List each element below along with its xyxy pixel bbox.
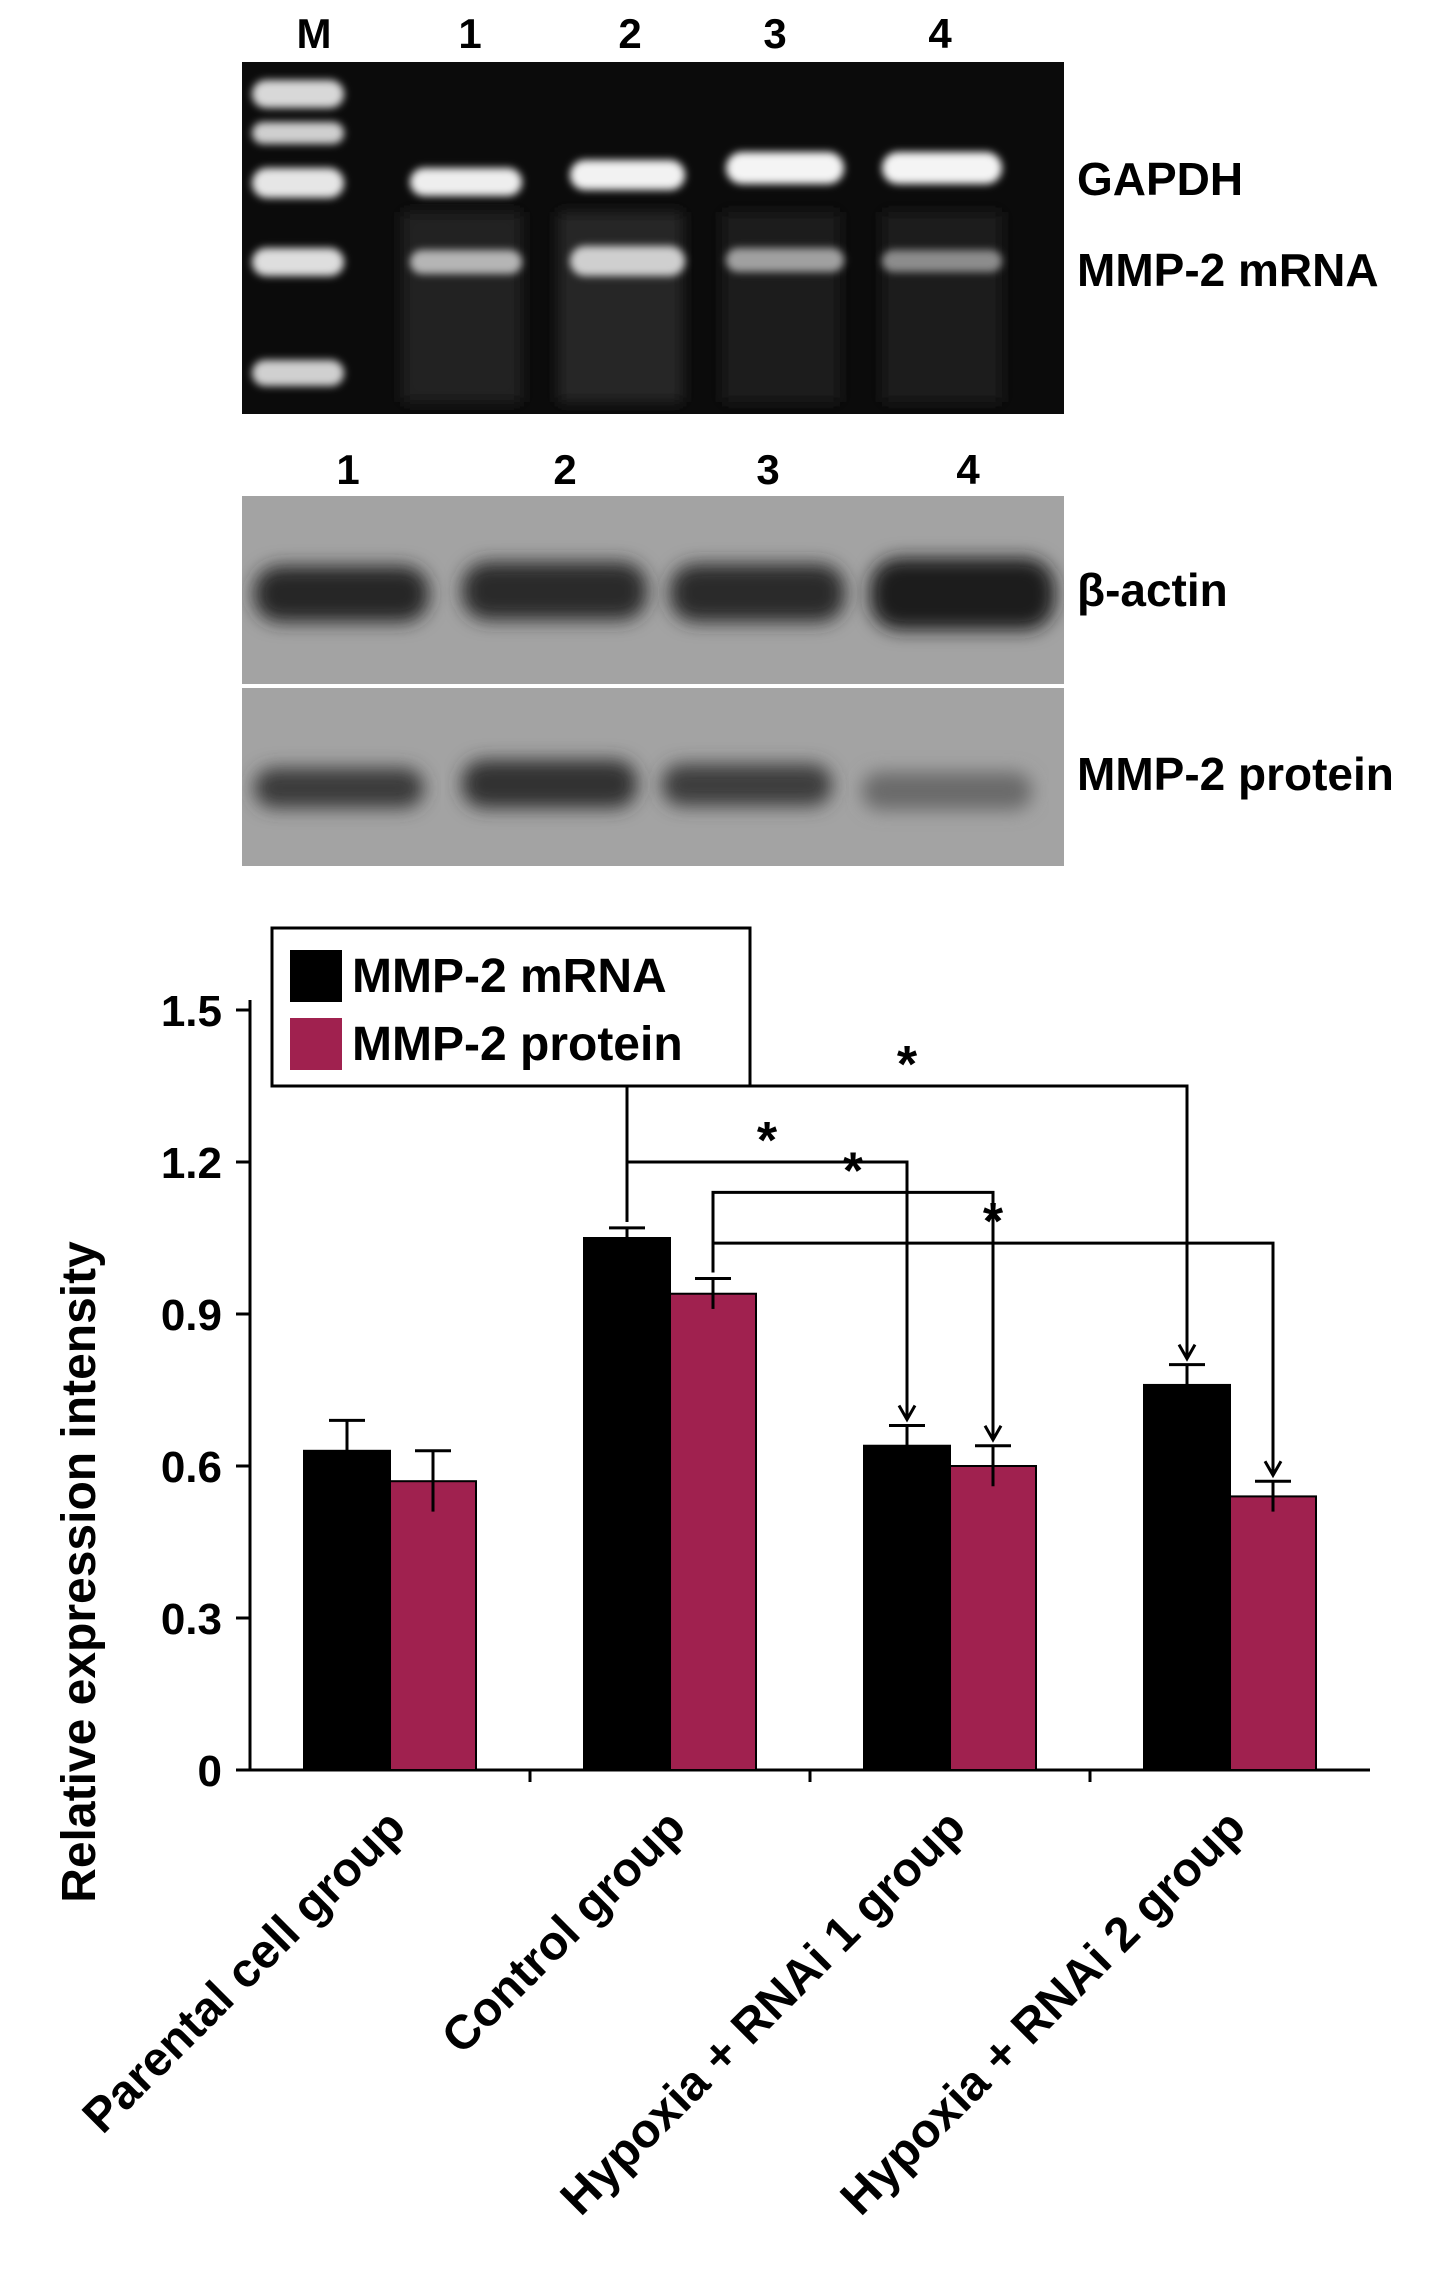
- mmp2-mrna-bands: [410, 246, 1002, 276]
- blot-label-mmp2-protein: MMP-2 protein: [1077, 748, 1394, 800]
- significance-arrow: [1263, 1460, 1283, 1479]
- y-tick-label: 1.2: [161, 1139, 222, 1188]
- bar-protein: [949, 1465, 1037, 1771]
- bar-protein: [389, 1480, 477, 1771]
- blot-lane-label-3: 3: [756, 446, 780, 493]
- plot-area: 0 0.3 0.6 0.9 1.2 1.5 Parental cell group Contr…: [73, 987, 1370, 2225]
- mmp2-protein-blot: [242, 688, 1064, 866]
- blot-lane-label-2: 2: [553, 446, 577, 493]
- significance-star: *: [983, 1193, 1004, 1251]
- legend-swatch-protein: [290, 1018, 342, 1070]
- bar-protein: [1229, 1495, 1317, 1772]
- legend-box: [270, 926, 752, 1088]
- legend-swatch-mrna: [290, 950, 342, 1002]
- blot-label-beta-actin: β-actin: [1077, 564, 1228, 616]
- significance-star: *: [897, 1036, 918, 1094]
- gapdh-bands: [410, 152, 1002, 196]
- gel-band-label-mmp2-mrna: MMP-2 mRNA: [1077, 244, 1379, 296]
- legend: MMP-2 mRNA MMP-2 protein: [270, 926, 752, 1088]
- western-blot-panel: 1 2 3 4 β-actin MMP-2 protein: [0, 420, 1441, 880]
- significance-bracket: [711, 1241, 1275, 1476]
- x-category-label: Parental cell group: [73, 1800, 416, 2143]
- y-tick-label: 0.6: [161, 1443, 222, 1492]
- bar-protein: [669, 1292, 757, 1771]
- significance-bracket: [711, 1190, 995, 1440]
- y-tick-label: 0.9: [161, 1291, 222, 1340]
- gel-panel: M 1 2 3 4: [0, 0, 1441, 420]
- gel-band-label-gapdh: GAPDH: [1077, 153, 1244, 205]
- bar-mrna: [863, 1444, 951, 1771]
- gel-bands: [252, 80, 1002, 402]
- bar-chart: MMP-2 mRNA MMP-2 protein Relative expres…: [53, 926, 1370, 2225]
- significance-star: *: [843, 1142, 864, 1200]
- y-axis-label: Relative expression intensity: [53, 1241, 106, 1903]
- significance-star: *: [757, 1112, 778, 1170]
- gel-lane-label-4: 4: [928, 10, 952, 57]
- gel-lane-label-2: 2: [618, 10, 642, 57]
- x-category-label: Control group: [432, 1800, 696, 2064]
- gel-lane-label-m: M: [296, 10, 332, 57]
- gel-image: [242, 62, 1064, 414]
- marker-ladder: [252, 80, 344, 386]
- significance-arrow: [983, 1424, 1003, 1443]
- y-tick-label: 0: [198, 1747, 222, 1796]
- significance-bracket: [625, 1084, 1189, 1359]
- legend-label-mrna: MMP-2 mRNA: [352, 950, 667, 1003]
- beta-actin-blot: [242, 496, 1064, 684]
- y-tick-label: 1.5: [161, 987, 222, 1036]
- bar-mrna: [303, 1449, 391, 1771]
- y-tick-label: 0.3: [161, 1595, 222, 1644]
- blot-lane-label-4: 4: [956, 446, 980, 493]
- significance-arrow: [897, 1404, 917, 1423]
- legend-label-protein: MMP-2 protein: [352, 1018, 683, 1071]
- significance-arrow: [1177, 1343, 1197, 1362]
- bar-mrna: [583, 1237, 671, 1771]
- blot-lane-label-1: 1: [336, 446, 360, 493]
- gel-lane-label-3: 3: [763, 10, 787, 57]
- gel-lane-label-1: 1: [458, 10, 482, 57]
- bar-mrna: [1143, 1383, 1231, 1771]
